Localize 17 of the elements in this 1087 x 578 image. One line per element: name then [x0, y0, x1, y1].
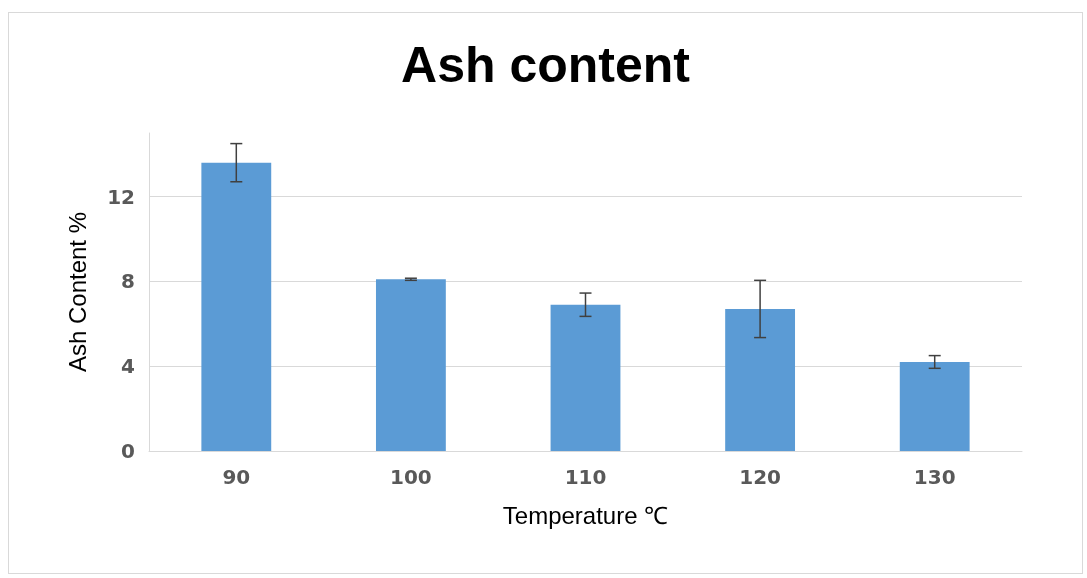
- x-tick-label: 90: [222, 465, 251, 489]
- bar: [550, 304, 621, 451]
- bar: [725, 308, 796, 451]
- x-tick-label: 120: [739, 465, 781, 489]
- y-tick-label: 8: [121, 269, 135, 294]
- bar: [375, 279, 446, 451]
- x-axis-title: Temperature ℃: [502, 501, 669, 529]
- x-tick-label: 110: [564, 465, 607, 489]
- chart-title: Ash content: [401, 37, 691, 93]
- y-tick-label: 4: [121, 354, 135, 379]
- y-tick-label: 12: [107, 184, 135, 209]
- bar: [201, 162, 272, 451]
- bar: [899, 361, 970, 451]
- x-tick-label: 100: [390, 465, 432, 489]
- y-tick-label: 0: [121, 439, 135, 463]
- x-tick-label: 130: [913, 465, 956, 489]
- y-axis-title: Ash Content %: [63, 211, 91, 373]
